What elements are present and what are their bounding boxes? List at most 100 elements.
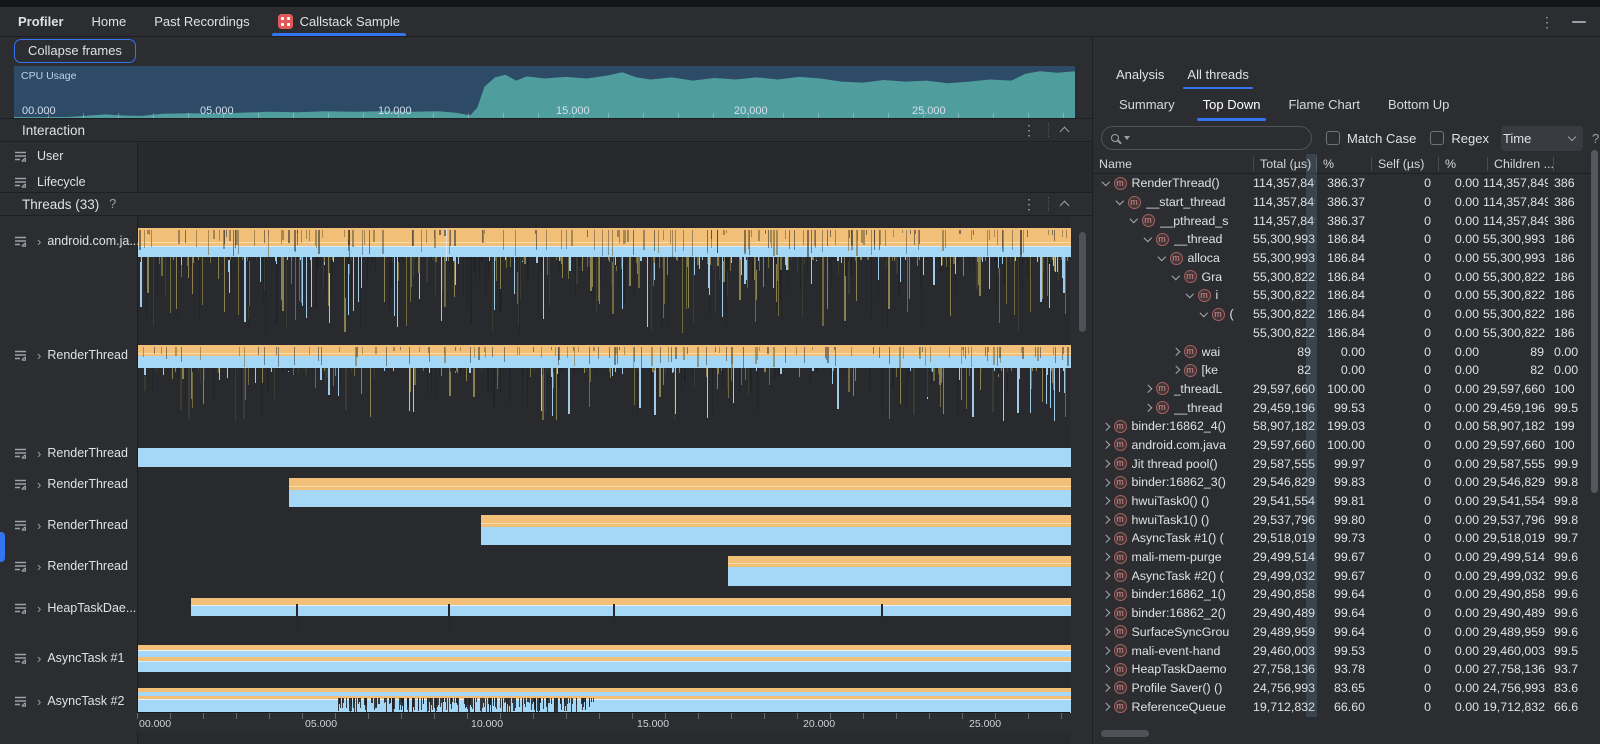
expand-node-icon[interactable] xyxy=(1101,497,1110,505)
thread-row-renderthread[interactable]: › RenderThread xyxy=(0,557,128,575)
table-row[interactable]: m hwuiTask0() () 29,541,554 99.81 0 0.00 29,54… xyxy=(1093,492,1600,511)
column-divider[interactable] xyxy=(1487,156,1488,171)
table-row[interactable]: m AsyncTask #1() (29,518,019 99.73 0 0.00 29,… xyxy=(1093,529,1600,548)
table-row[interactable]: m ReferenceQueue 19,712,832 66.60 0 0.00 19,71… xyxy=(1093,697,1600,716)
table-row[interactable]: m Profile Saver() () 24,756,993 83.65 0 0.00 2… xyxy=(1093,679,1600,698)
table-row[interactable]: m binder:16862_3() 29,546,829 99.83 0 0.00 29,… xyxy=(1093,473,1600,492)
threads-help-icon[interactable]: ? xyxy=(109,197,117,211)
subtab-bottom-up[interactable]: Bottom Up xyxy=(1386,91,1451,121)
thread-row-renderthread[interactable]: › RenderThread xyxy=(0,444,128,462)
collapse-node-icon[interactable] xyxy=(1157,252,1166,261)
expand-thread-icon[interactable]: › xyxy=(37,558,42,574)
table-row[interactable]: m HeapTaskDaemo 27,758,136 93.78 0 0.00 27,758… xyxy=(1093,660,1600,679)
expand-thread-icon[interactable]: › xyxy=(37,445,42,461)
thread-activity-track[interactable] xyxy=(138,688,1071,716)
column-divider[interactable] xyxy=(1438,156,1439,171)
thread-activity-track[interactable] xyxy=(481,515,1071,545)
table-row[interactable]: m Gra 55,300,822 186.84 0 0.00 55,300,822 186 xyxy=(1093,267,1600,286)
table-row[interactable]: m mali-mem-purge 29,499,514 99.67 0 0.00 29,49… xyxy=(1093,548,1600,567)
expand-node-icon[interactable] xyxy=(1101,441,1110,449)
interaction-row-user[interactable]: User xyxy=(0,143,1092,169)
table-vertical-scrollbar[interactable] xyxy=(1591,150,1598,493)
thread-row-heaptaskdae-[interactable]: › HeapTaskDae... xyxy=(0,599,136,617)
column-divider[interactable] xyxy=(1316,156,1317,171)
expand-node-icon[interactable] xyxy=(1101,553,1110,561)
expand-node-icon[interactable] xyxy=(1171,347,1180,356)
expand-node-icon[interactable] xyxy=(1171,366,1180,375)
table-row[interactable]: m i 55,300,822 186.84 0 0.00 55,300,822 186 xyxy=(1093,286,1600,305)
thread-row-android-com-ja-[interactable]: › android.com.ja... xyxy=(0,232,140,250)
cpu-usage-chart[interactable]: CPU Usage 00.000 05.000 10.000 15.000 20.000… xyxy=(14,66,1075,118)
interaction-section-header[interactable]: Interaction ⋮ xyxy=(0,118,1092,142)
thread-row-renderthread[interactable]: › RenderThread xyxy=(0,516,128,534)
table-row[interactable]: m alloca 55,300,993 186.84 0 0.00 55,300,993 18… xyxy=(1093,249,1600,268)
tab-callstack-sample[interactable]: Callstack Sample xyxy=(264,7,414,36)
thread-activity-track[interactable] xyxy=(191,598,1071,636)
table-row[interactable]: m mali-event-hand 29,460,003 99.53 0 0.00 29,4… xyxy=(1093,641,1600,660)
expand-thread-icon[interactable]: › xyxy=(37,233,42,249)
expand-node-icon[interactable] xyxy=(1101,459,1110,468)
expand-thread-icon[interactable]: › xyxy=(37,517,42,533)
thread-activity-track[interactable] xyxy=(289,478,1071,507)
thread-activity-track[interactable] xyxy=(138,645,1071,672)
expand-node-icon[interactable] xyxy=(1101,609,1110,618)
table-row[interactable]: m wai 89 0.00 0 0.00 89 0.00 xyxy=(1093,342,1600,361)
collapse-section-icon[interactable] xyxy=(1059,200,1070,211)
table-row[interactable]: m binder:16862_1() 29,490,858 99.64 0 0.00 29,… xyxy=(1093,585,1600,604)
collapse-frames-button[interactable]: Collapse frames xyxy=(14,38,136,63)
subtab-flame-chart[interactable]: Flame Chart xyxy=(1286,91,1362,121)
expand-node-icon[interactable] xyxy=(1101,422,1110,431)
table-row[interactable]: m (55,300,822 186.84 0 0.00 55,300,822 186 xyxy=(1093,305,1600,324)
table-row[interactable]: m binder:16862_2() 29,490,489 99.64 0 0.00 29,… xyxy=(1093,604,1600,623)
subtab-top-down[interactable]: Top Down xyxy=(1196,91,1267,121)
column-header-self-pct[interactable]: % xyxy=(1445,156,1457,171)
table-row[interactable]: m binder:16862_4() 58,907,182 199.03 0 0.00 58… xyxy=(1093,417,1600,436)
thread-row-renderthread[interactable]: › RenderThread xyxy=(0,475,128,493)
expand-thread-icon[interactable]: › xyxy=(37,476,42,492)
thread-row-asynctask-#1[interactable]: › AsyncTask #1 xyxy=(0,649,124,667)
expand-node-icon[interactable] xyxy=(1101,646,1110,655)
match-case-checkbox[interactable] xyxy=(1326,131,1340,145)
expand-node-icon[interactable] xyxy=(1101,702,1110,711)
expand-node-icon[interactable] xyxy=(1101,627,1110,636)
expand-node-icon[interactable] xyxy=(1101,534,1110,543)
column-divider[interactable] xyxy=(1371,156,1372,171)
expand-node-icon[interactable] xyxy=(1101,590,1110,599)
collapse-node-icon[interactable] xyxy=(1171,271,1180,280)
table-horizontal-scrollbar[interactable] xyxy=(1101,730,1149,737)
column-header-children[interactable]: Children ... xyxy=(1494,156,1553,171)
collapse-node-icon[interactable] xyxy=(1143,234,1152,242)
table-row[interactable]: m __thread 55,300,993 186.84 0 0.00 55,300,993… xyxy=(1093,230,1600,249)
minimize-icon[interactable] xyxy=(1572,20,1586,23)
table-row[interactable]: m RenderThread() 114,357,849 386.37 0 0.00 114… xyxy=(1093,174,1600,193)
regex-option[interactable]: Regex xyxy=(1430,131,1489,146)
filter-help-icon[interactable]: ? xyxy=(1591,130,1600,146)
collapse-node-icon[interactable] xyxy=(1185,290,1194,298)
search-input[interactable] xyxy=(1101,126,1312,150)
table-header[interactable]: Name Total (µs)% Self (µs)% Children ... xyxy=(1093,154,1600,174)
regex-checkbox[interactable] xyxy=(1430,131,1445,145)
threads-scrollbar[interactable] xyxy=(1079,232,1086,332)
thread-activity-track[interactable] xyxy=(728,556,1071,586)
tab-analysis[interactable]: Analysis xyxy=(1116,64,1164,89)
threads-options-icon[interactable]: ⋮ xyxy=(1022,196,1036,212)
column-header-total[interactable]: Total (µs) xyxy=(1260,156,1312,171)
table-row[interactable]: m [ke 82 0.00 0 0.00 82 0.00 xyxy=(1093,361,1600,380)
subtab-summary[interactable]: Summary xyxy=(1117,91,1177,121)
column-divider[interactable] xyxy=(1253,156,1254,171)
column-divider[interactable] xyxy=(1553,156,1554,171)
table-row[interactable]: m SurfaceSyncGrou 29,489,959 99.64 0 0.00 29,4… xyxy=(1093,623,1600,642)
tab-profiler[interactable]: Profiler xyxy=(0,7,78,36)
thread-activity-track[interactable] xyxy=(138,345,1071,424)
thread-tracks-area[interactable] xyxy=(137,216,1072,744)
thread-activity-track[interactable] xyxy=(138,448,1071,467)
metric-dropdown[interactable]: Time xyxy=(1500,125,1583,151)
tab-home[interactable]: Home xyxy=(78,7,141,36)
table-row[interactable]: m __pthread_s 114,357,849 386.37 0 0.00 114,35… xyxy=(1093,211,1600,230)
table-row[interactable]: m android.com.java 29,597,660 100.00 0 0.00 29… xyxy=(1093,436,1600,455)
tab-past-recordings[interactable]: Past Recordings xyxy=(140,7,263,36)
threads-section-header[interactable]: Threads (33) ? ⋮ xyxy=(0,192,1092,216)
interaction-row-lifecycle[interactable]: Lifecycle xyxy=(0,169,1092,195)
expand-node-icon[interactable] xyxy=(1101,684,1110,692)
thread-row-renderthread[interactable]: › RenderThread xyxy=(0,346,128,364)
